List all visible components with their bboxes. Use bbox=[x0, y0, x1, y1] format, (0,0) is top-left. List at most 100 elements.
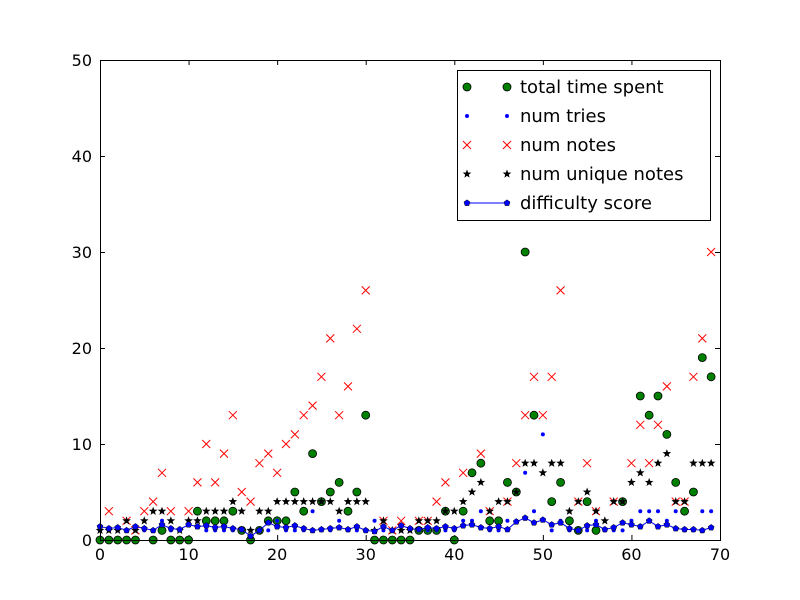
data-point bbox=[476, 458, 486, 468]
data-point bbox=[529, 372, 539, 382]
data-point bbox=[680, 497, 689, 506]
data-point bbox=[620, 528, 625, 533]
y-tick-label: 0 bbox=[82, 531, 92, 550]
data-point bbox=[194, 523, 201, 530]
data-point bbox=[228, 506, 238, 516]
data-point bbox=[663, 521, 671, 528]
data-point bbox=[698, 458, 707, 467]
data-point bbox=[610, 524, 618, 531]
data-point bbox=[361, 497, 370, 506]
x-tick-label: 40 bbox=[444, 545, 464, 564]
data-point bbox=[591, 506, 601, 515]
data-point bbox=[450, 524, 458, 532]
data-point bbox=[547, 458, 556, 467]
data-point bbox=[635, 391, 645, 401]
data-point bbox=[644, 477, 654, 487]
data-point bbox=[281, 497, 291, 506]
data-point bbox=[318, 525, 325, 533]
y-tick-label: 20 bbox=[72, 339, 92, 358]
data-point bbox=[290, 487, 300, 497]
data-point bbox=[503, 497, 512, 506]
data-point bbox=[362, 526, 370, 534]
data-point bbox=[308, 497, 317, 506]
data-point bbox=[158, 521, 166, 528]
data-point bbox=[193, 478, 202, 487]
y-tick-label: 40 bbox=[72, 147, 92, 166]
data-point bbox=[204, 528, 209, 533]
data-point bbox=[308, 449, 317, 459]
data-point bbox=[538, 410, 548, 420]
data-point bbox=[680, 506, 689, 516]
data-point bbox=[432, 516, 441, 525]
data-point bbox=[681, 525, 688, 533]
data-point bbox=[644, 458, 654, 468]
data-point bbox=[520, 247, 530, 257]
data-point bbox=[591, 526, 601, 535]
data-point bbox=[628, 521, 635, 528]
data-point bbox=[601, 525, 609, 533]
data-point bbox=[662, 382, 672, 391]
data-point bbox=[361, 410, 371, 420]
legend-marker bbox=[462, 169, 472, 178]
data-point bbox=[698, 526, 706, 534]
data-point bbox=[512, 518, 520, 525]
y-tick-label: 10 bbox=[72, 435, 92, 454]
data-point bbox=[140, 516, 149, 525]
legend-label: num tries bbox=[520, 106, 606, 127]
data-point bbox=[647, 509, 652, 514]
legend-entry: num unique notes bbox=[462, 164, 683, 185]
data-point bbox=[281, 439, 291, 449]
data-point bbox=[396, 516, 406, 526]
tick-labels: 0 10 20 30 40 50 60 70 0 10 20 30 40 50 bbox=[72, 51, 731, 564]
data-point bbox=[656, 509, 660, 514]
data-point bbox=[272, 468, 282, 478]
legend-entry: difficulty score bbox=[463, 193, 652, 214]
data-point bbox=[238, 525, 246, 533]
data-point bbox=[706, 372, 716, 382]
series-num-notes bbox=[104, 247, 716, 535]
data-point bbox=[629, 518, 634, 523]
data-point bbox=[530, 519, 538, 526]
data-point bbox=[290, 430, 300, 439]
x-tick-label: 10 bbox=[178, 545, 198, 564]
data-point bbox=[700, 509, 705, 514]
data-point bbox=[166, 516, 176, 525]
data-point bbox=[326, 524, 334, 532]
data-point bbox=[202, 506, 211, 515]
x-tick-label: 70 bbox=[710, 545, 730, 564]
legend-entry: num notes bbox=[462, 135, 616, 156]
data-point bbox=[273, 523, 281, 530]
data-point bbox=[309, 526, 316, 534]
data-point bbox=[644, 410, 654, 420]
x-tick-label: 30 bbox=[356, 545, 376, 564]
data-point bbox=[237, 487, 247, 497]
data-point bbox=[442, 523, 449, 530]
data-point bbox=[485, 506, 494, 515]
data-point bbox=[210, 516, 220, 526]
data-point bbox=[193, 516, 202, 525]
data-point bbox=[494, 497, 503, 506]
data-point bbox=[334, 410, 344, 420]
legend-entry: total time spent bbox=[462, 77, 664, 98]
data-point bbox=[105, 524, 113, 532]
data-point bbox=[485, 516, 495, 526]
data-point bbox=[166, 506, 176, 516]
data-point bbox=[476, 449, 486, 458]
data-point bbox=[582, 487, 592, 496]
legend-marker bbox=[502, 140, 512, 150]
data-point bbox=[149, 526, 157, 534]
data-point bbox=[653, 391, 663, 401]
data-point bbox=[540, 432, 545, 437]
legend-label: num unique notes bbox=[520, 164, 683, 185]
data-point bbox=[148, 506, 158, 515]
data-point bbox=[627, 458, 636, 468]
data-point bbox=[184, 506, 193, 516]
data-point bbox=[486, 524, 494, 532]
data-point bbox=[157, 468, 167, 478]
data-point bbox=[433, 524, 440, 532]
data-point bbox=[706, 458, 716, 467]
data-point bbox=[114, 524, 122, 531]
data-point bbox=[247, 532, 254, 539]
data-point bbox=[140, 524, 148, 532]
data-point bbox=[582, 458, 592, 468]
